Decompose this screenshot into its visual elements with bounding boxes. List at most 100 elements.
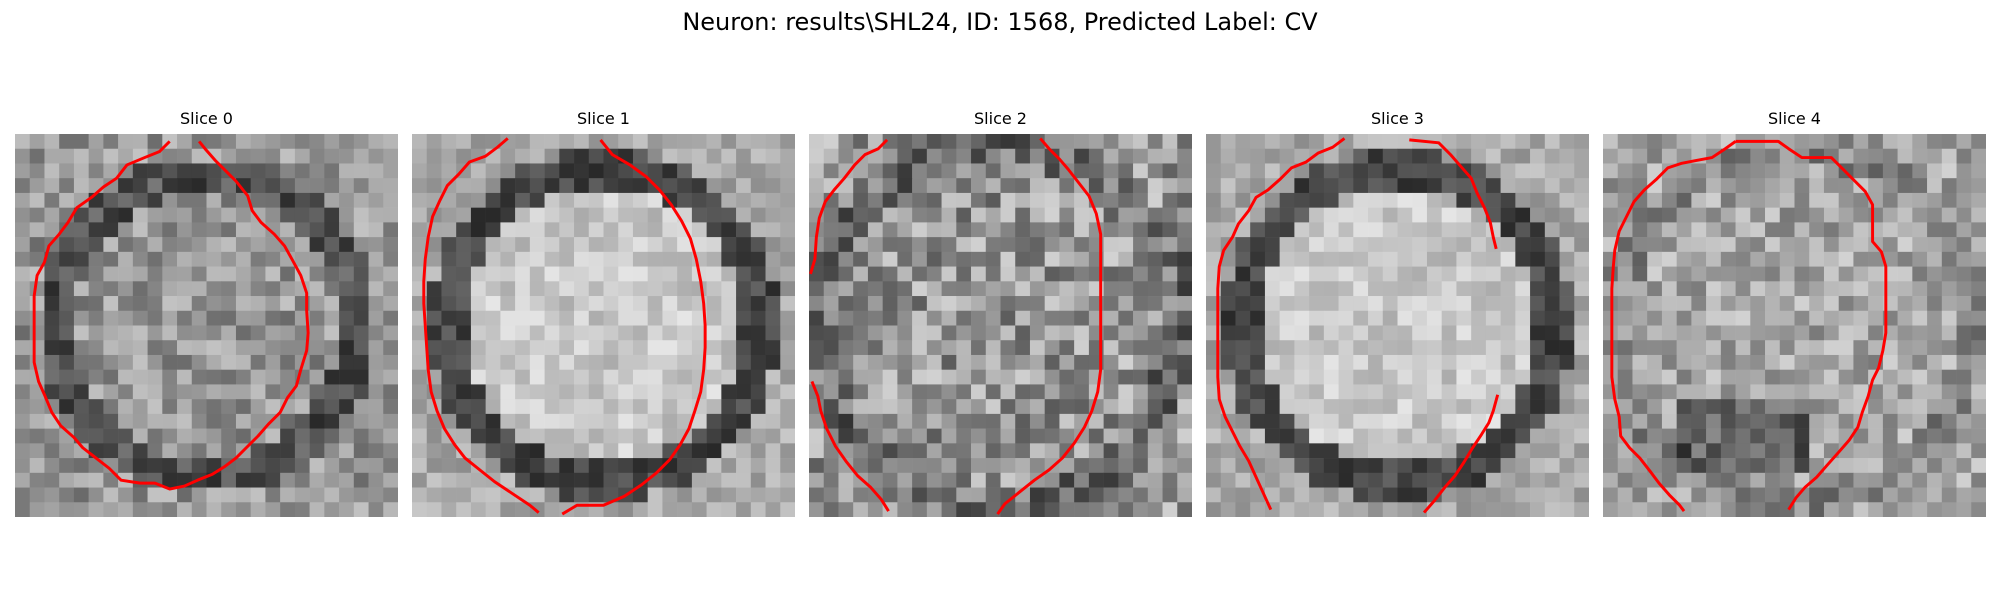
pixel bbox=[1676, 354, 1692, 370]
pixel bbox=[1441, 384, 1457, 400]
pixel bbox=[750, 163, 766, 179]
pixel bbox=[1779, 354, 1795, 370]
pixel bbox=[1118, 340, 1134, 356]
pixel bbox=[1162, 384, 1178, 400]
pixel bbox=[603, 207, 619, 223]
pixel bbox=[780, 487, 795, 503]
pixel bbox=[1779, 266, 1795, 282]
pixel bbox=[838, 148, 854, 164]
pixel bbox=[1809, 354, 1825, 370]
pixel bbox=[1530, 281, 1546, 297]
pixel bbox=[1544, 251, 1560, 267]
pixel bbox=[677, 163, 693, 179]
pixel bbox=[736, 399, 752, 415]
pixel bbox=[1264, 413, 1280, 429]
pixel bbox=[1368, 251, 1384, 267]
pixel bbox=[1485, 192, 1501, 208]
pixel bbox=[912, 148, 928, 164]
pixel bbox=[1441, 325, 1457, 341]
pixel bbox=[1603, 163, 1619, 179]
pixel bbox=[529, 443, 545, 459]
pixel bbox=[574, 487, 590, 503]
pixel bbox=[1088, 148, 1104, 164]
pixel bbox=[1426, 340, 1442, 356]
pixel bbox=[1853, 502, 1869, 517]
pixel bbox=[1088, 428, 1104, 444]
pixel bbox=[1838, 487, 1854, 503]
pixel bbox=[912, 458, 928, 474]
pixel bbox=[162, 502, 178, 517]
pixel bbox=[1735, 502, 1751, 517]
pixel bbox=[1309, 487, 1325, 503]
pixel bbox=[559, 399, 575, 415]
pixel bbox=[780, 428, 795, 444]
pixel bbox=[809, 192, 825, 208]
pixel bbox=[515, 266, 531, 282]
pixel bbox=[1000, 428, 1016, 444]
pixel bbox=[750, 207, 766, 223]
pixel bbox=[971, 192, 987, 208]
pixel bbox=[559, 134, 575, 150]
pixel bbox=[221, 281, 237, 297]
pixel bbox=[1456, 192, 1472, 208]
pixel bbox=[1809, 281, 1825, 297]
pixel bbox=[1838, 266, 1854, 282]
pixel bbox=[44, 192, 60, 208]
pixel bbox=[662, 354, 678, 370]
pixel bbox=[1382, 251, 1398, 267]
pixel bbox=[1868, 472, 1884, 488]
pixel bbox=[706, 502, 722, 517]
pixel bbox=[294, 163, 310, 179]
pixel bbox=[1456, 237, 1472, 253]
pixel bbox=[339, 134, 355, 150]
pixel bbox=[1574, 310, 1589, 326]
pixel bbox=[1530, 134, 1546, 150]
pixel bbox=[971, 178, 987, 194]
pixel bbox=[1294, 413, 1310, 429]
pixel bbox=[1456, 178, 1472, 194]
pixel bbox=[118, 222, 134, 238]
pixel bbox=[1323, 251, 1339, 267]
pixel bbox=[941, 443, 957, 459]
pixel bbox=[750, 369, 766, 385]
pixel bbox=[912, 251, 928, 267]
pixel bbox=[1897, 134, 1913, 150]
pixel bbox=[588, 178, 604, 194]
pixel bbox=[1691, 428, 1707, 444]
pixel bbox=[1515, 428, 1531, 444]
pixel bbox=[1485, 134, 1501, 150]
pixel bbox=[29, 207, 45, 223]
pixel bbox=[353, 458, 369, 474]
pixel bbox=[500, 237, 516, 253]
pixel bbox=[1868, 296, 1884, 312]
pixel bbox=[765, 443, 781, 459]
pixel bbox=[1882, 443, 1898, 459]
pixel bbox=[544, 399, 560, 415]
pixel bbox=[765, 399, 781, 415]
pixel bbox=[736, 148, 752, 164]
pixel bbox=[603, 443, 619, 459]
pixel bbox=[765, 369, 781, 385]
pixel bbox=[191, 296, 207, 312]
pixel bbox=[544, 487, 560, 503]
pixel bbox=[470, 399, 486, 415]
pixel bbox=[265, 266, 281, 282]
pixel bbox=[1823, 266, 1839, 282]
pixel bbox=[1133, 502, 1149, 517]
pixel bbox=[118, 296, 134, 312]
pixel bbox=[529, 237, 545, 253]
pixel bbox=[780, 458, 795, 474]
pixel bbox=[867, 502, 883, 517]
pixel bbox=[29, 354, 45, 370]
pixel bbox=[15, 281, 31, 297]
pixel bbox=[1177, 148, 1192, 164]
pixel bbox=[941, 134, 957, 150]
pixel bbox=[426, 325, 442, 341]
pixel bbox=[971, 428, 987, 444]
pixel bbox=[309, 399, 325, 415]
pixel bbox=[44, 369, 60, 385]
pixel bbox=[1441, 192, 1457, 208]
pixel bbox=[1353, 384, 1369, 400]
pixel bbox=[485, 237, 501, 253]
pixel bbox=[1661, 325, 1677, 341]
